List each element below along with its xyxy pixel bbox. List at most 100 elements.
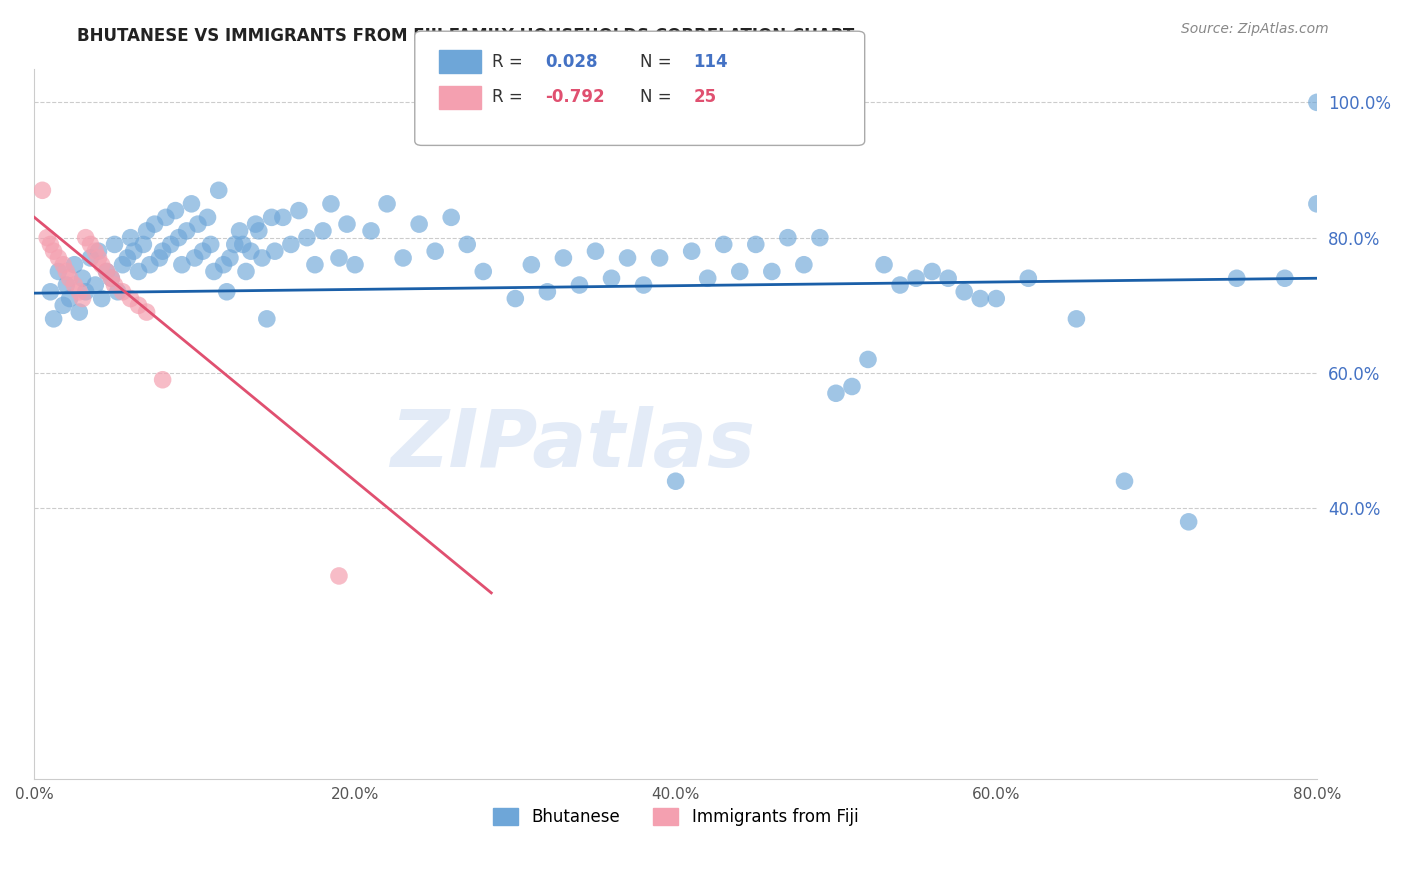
Point — [616, 251, 638, 265]
Point — [440, 211, 463, 225]
Point — [187, 217, 209, 231]
Point — [953, 285, 976, 299]
Point — [55, 278, 77, 293]
Point — [328, 569, 350, 583]
Point — [1177, 515, 1199, 529]
Point — [456, 237, 478, 252]
Point — [48, 251, 70, 265]
Point — [59, 292, 82, 306]
Point — [128, 264, 150, 278]
Point — [180, 197, 202, 211]
Point — [271, 211, 294, 225]
Point — [63, 258, 86, 272]
Point — [312, 224, 335, 238]
Point — [969, 292, 991, 306]
Point — [39, 285, 62, 299]
Point — [745, 237, 768, 252]
Point — [408, 217, 430, 231]
Point — [170, 258, 193, 272]
Point — [505, 292, 527, 306]
Point — [553, 251, 575, 265]
Point — [600, 271, 623, 285]
Point — [568, 278, 591, 293]
Point — [1306, 95, 1329, 110]
Point — [111, 258, 134, 272]
Point — [67, 285, 90, 299]
Point — [167, 230, 190, 244]
Point — [148, 251, 170, 265]
Point — [84, 278, 107, 293]
Point — [681, 244, 703, 259]
Point — [212, 258, 235, 272]
Point — [375, 197, 398, 211]
Point — [219, 251, 242, 265]
Point — [79, 237, 101, 252]
Point — [856, 352, 879, 367]
Point — [191, 244, 214, 259]
Point — [55, 264, 77, 278]
Point — [936, 271, 959, 285]
Point — [360, 224, 382, 238]
Point — [143, 217, 166, 231]
Point — [63, 278, 86, 293]
Text: 25: 25 — [693, 88, 716, 106]
Point — [825, 386, 848, 401]
Point — [1017, 271, 1039, 285]
Point — [75, 285, 97, 299]
Point — [96, 264, 118, 278]
Point — [250, 251, 273, 265]
Point — [224, 237, 246, 252]
Point — [72, 292, 94, 306]
Point — [100, 271, 122, 285]
Point — [197, 211, 219, 225]
Point — [202, 264, 225, 278]
Text: 0.028: 0.028 — [546, 53, 598, 70]
Point — [263, 244, 285, 259]
Point — [1114, 474, 1136, 488]
Point — [84, 244, 107, 259]
Point — [107, 285, 129, 299]
Point — [280, 237, 302, 252]
Point — [96, 264, 118, 278]
Point — [39, 237, 62, 252]
Point — [304, 258, 326, 272]
Point — [135, 305, 157, 319]
Point — [111, 285, 134, 299]
Point — [59, 271, 82, 285]
Point — [152, 373, 174, 387]
Point — [392, 251, 415, 265]
Point — [215, 285, 238, 299]
Text: N =: N = — [640, 53, 676, 70]
Point — [520, 258, 543, 272]
Point — [31, 183, 53, 197]
Point — [132, 237, 155, 252]
Point — [120, 292, 142, 306]
Point — [176, 224, 198, 238]
Point — [905, 271, 928, 285]
Point — [889, 278, 911, 293]
Text: -0.792: -0.792 — [546, 88, 605, 106]
Point — [245, 217, 267, 231]
Point — [986, 292, 1008, 306]
Point — [117, 251, 139, 265]
Point — [52, 258, 75, 272]
Point — [288, 203, 311, 218]
Point — [135, 224, 157, 238]
Legend: Bhutanese, Immigrants from Fiji: Bhutanese, Immigrants from Fiji — [485, 800, 866, 835]
Point — [921, 264, 943, 278]
Text: ZIPatlas: ZIPatlas — [391, 406, 755, 484]
Point — [235, 264, 257, 278]
Point — [1274, 271, 1296, 285]
Point — [139, 258, 162, 272]
Point — [873, 258, 896, 272]
Point — [808, 230, 831, 244]
Point — [328, 251, 350, 265]
Point — [103, 278, 125, 293]
Point — [1226, 271, 1249, 285]
Point — [200, 237, 222, 252]
Point — [256, 311, 278, 326]
Point — [87, 251, 110, 265]
Point — [793, 258, 815, 272]
Point — [295, 230, 318, 244]
Point — [42, 244, 65, 259]
